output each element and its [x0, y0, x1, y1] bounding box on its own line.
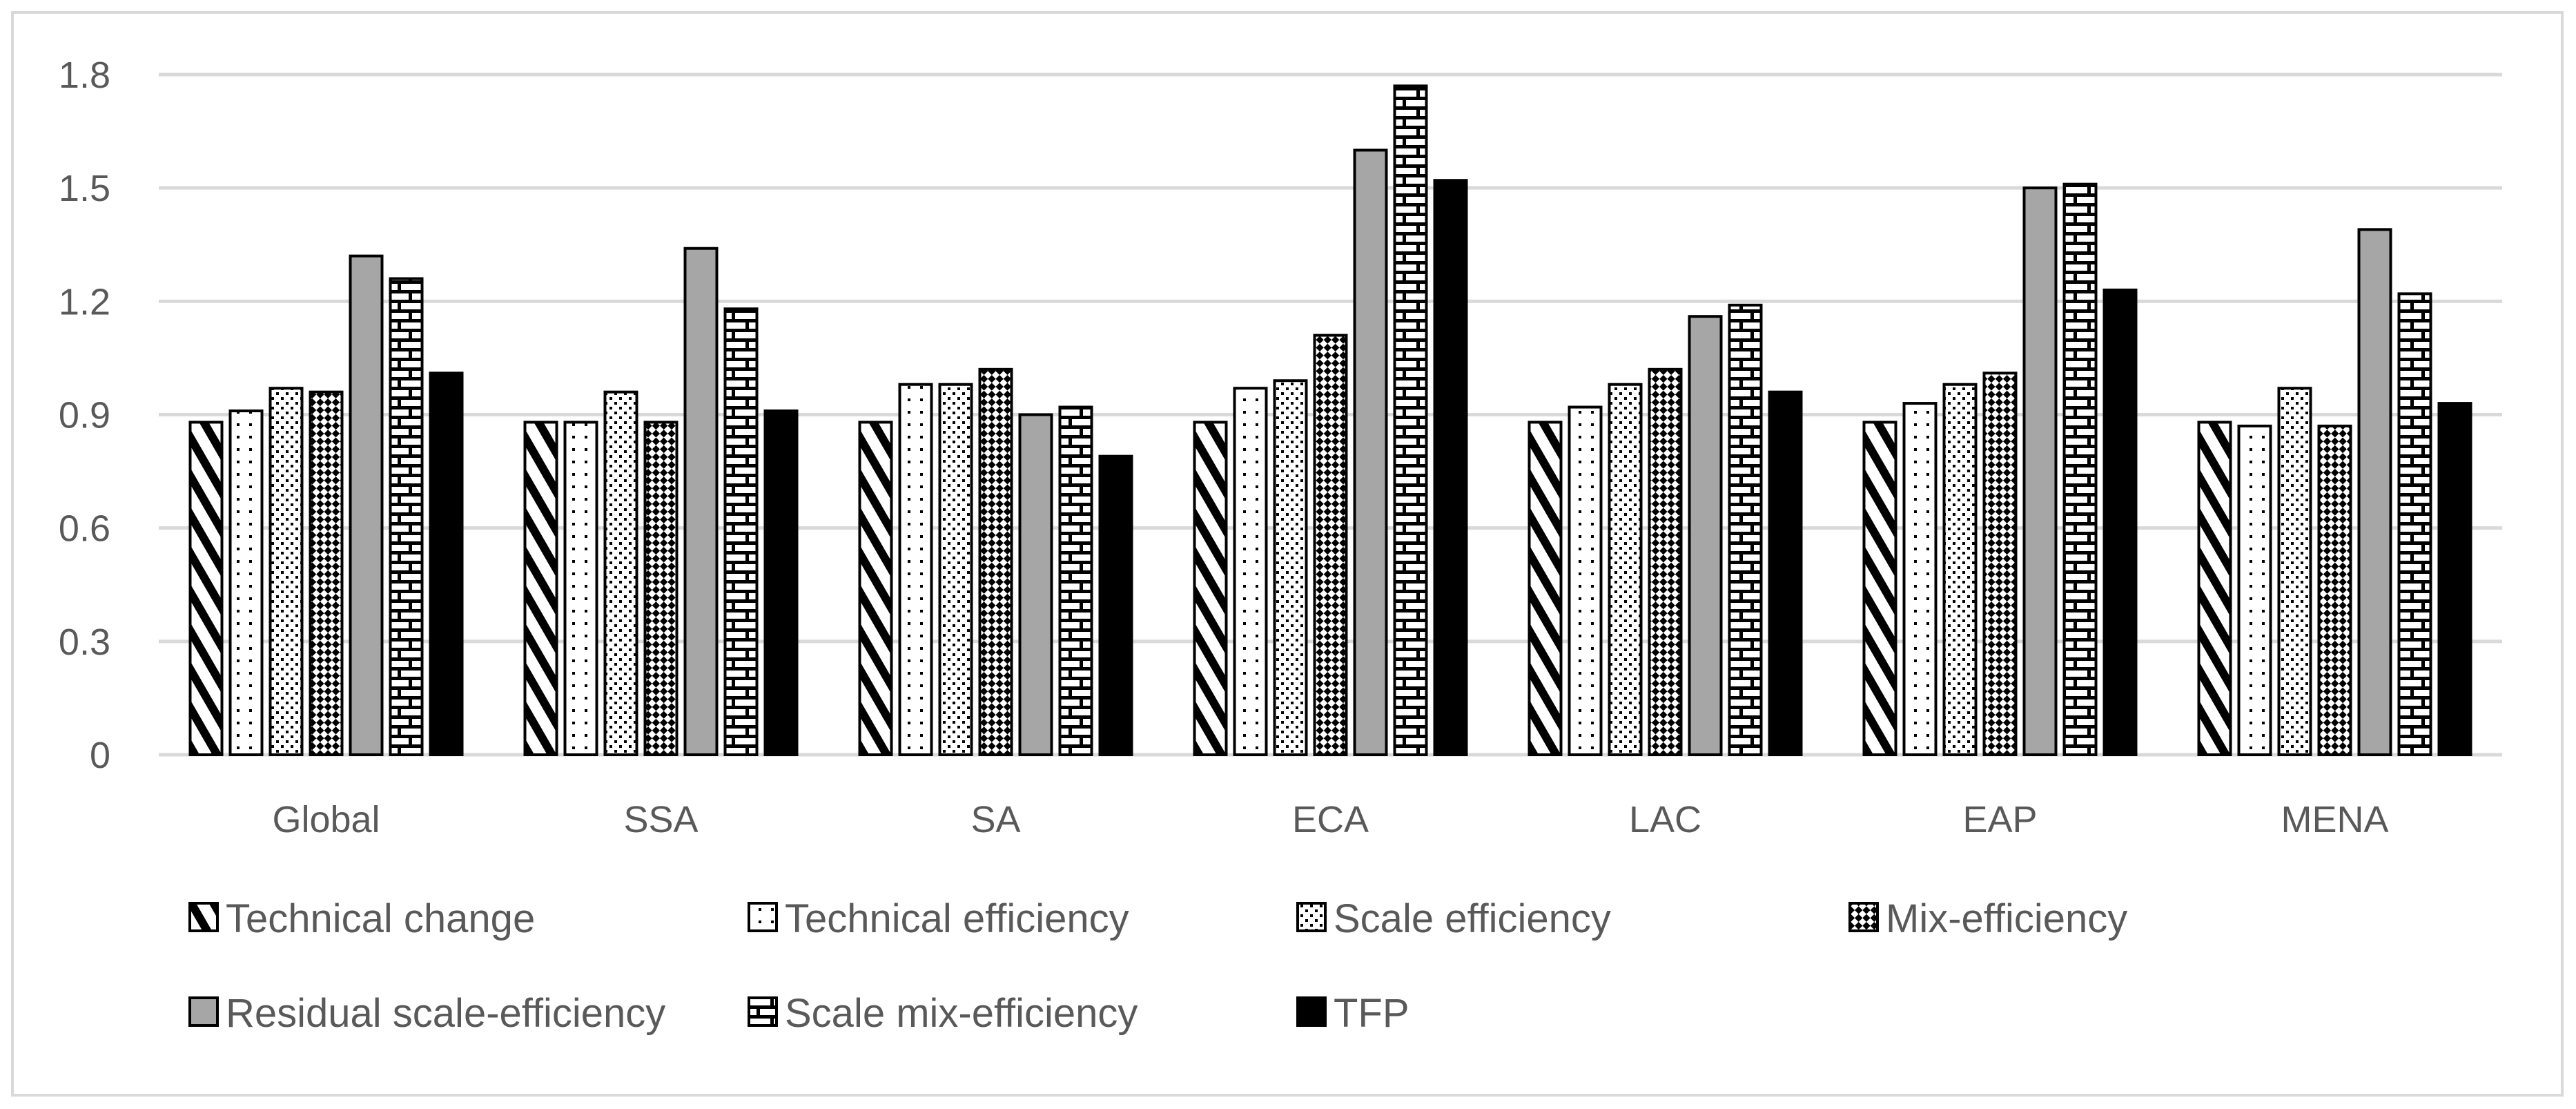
bar-mix-efficiency-sa [978, 367, 1013, 756]
bar-mix-efficiency-eap [1982, 372, 2018, 756]
bar-technical-efficiency-mena [2237, 424, 2272, 757]
bar-tfp-eap [2102, 288, 2138, 756]
bar-technical-efficiency-eca [1233, 387, 1268, 756]
bar-scale-efficiency-lac [1608, 383, 1643, 756]
y-tick-label: 1.5 [59, 168, 110, 209]
y-tick-label: 1.2 [59, 281, 110, 322]
bar-scale-mix-efficiency-sa [1058, 405, 1093, 756]
y-tick-label: 0 [90, 735, 110, 776]
x-tick-label: Global [272, 799, 380, 840]
x-tick-label: SSA [623, 799, 698, 840]
bar-mix-efficiency-eca [1313, 334, 1348, 757]
x-tick-label: SA [970, 799, 1020, 840]
bar-residual-scale-efficiency-sa [1018, 413, 1053, 756]
bar-residual-scale-efficiency-global [349, 254, 384, 756]
legend: Technical change Technical efficiency Scal… [188, 896, 2127, 1036]
x-tick-label: LAC [1629, 799, 1701, 840]
bar-mix-efficiency-mena [2317, 424, 2352, 757]
bar-residual-scale-efficiency-ssa [683, 247, 719, 756]
bar-residual-scale-efficiency-eca [1353, 148, 1388, 756]
bar-technical-change-eap [1862, 421, 1897, 756]
bar-technical-change-mena [2197, 421, 2232, 756]
x-tick-label: EAP [1962, 799, 2037, 840]
bar-tfp-ssa [763, 409, 799, 756]
bar-scale-efficiency-eap [1942, 383, 1978, 756]
legend-label: Technical change [226, 896, 535, 941]
bar-scale-mix-efficiency-global [389, 277, 424, 756]
bar-technical-change-sa [858, 421, 893, 756]
bar-tfp-global [429, 372, 464, 756]
bar-tfp-eca [1433, 179, 1468, 756]
bar-technical-change-ssa [523, 421, 558, 756]
bar-scale-efficiency-eca [1273, 379, 1308, 756]
y-tick-label: 1.8 [59, 55, 110, 96]
y-tick-label: 0.3 [59, 621, 110, 663]
bar-scale-efficiency-mena [2277, 387, 2312, 756]
bar-scale-mix-efficiency-eca [1393, 84, 1428, 756]
legend-label: Technical efficiency [785, 896, 1129, 941]
bar-residual-scale-efficiency-eap [2022, 186, 2058, 756]
legend-label: Residual scale-efficiency [226, 991, 665, 1036]
bar-mix-efficiency-ssa [643, 421, 679, 756]
legend-label: Mix-efficiency [1886, 896, 2127, 941]
bar-technical-change-lac [1528, 421, 1563, 756]
bar-mix-efficiency-global [309, 390, 344, 756]
legend-swatch [1848, 902, 1879, 932]
legend-label: Scale efficiency [1334, 896, 1611, 941]
bar-tfp-sa [1098, 454, 1133, 756]
bar-residual-scale-efficiency-mena [2357, 228, 2392, 757]
y-axis-tick-labels: 0 0.3 0.6 0.9 1.2 1.5 1.8 [59, 55, 110, 776]
y-tick-label: 0.6 [59, 508, 110, 550]
bar-scale-mix-efficiency-lac [1728, 303, 1763, 756]
bar-technical-efficiency-eap [1902, 402, 1938, 756]
bar-scale-efficiency-sa [938, 383, 973, 756]
bar-residual-scale-efficiency-lac [1688, 315, 1723, 756]
y-tick-label: 0.9 [59, 395, 110, 436]
bar-scale-efficiency-global [269, 387, 304, 756]
bars [188, 84, 2472, 757]
legend-label: Scale mix-efficiency [785, 991, 1138, 1036]
bar-scale-efficiency-ssa [603, 390, 638, 756]
x-tick-label: ECA [1292, 799, 1369, 840]
bar-technical-change-global [188, 421, 224, 756]
legend-swatch [188, 996, 219, 1027]
bar-technical-efficiency-sa [898, 383, 933, 756]
legend-swatch [748, 902, 778, 932]
x-tick-label: MENA [2281, 799, 2388, 840]
bar-technical-efficiency-global [228, 409, 264, 756]
legend-swatch [1296, 902, 1327, 932]
bar-technical-efficiency-ssa [563, 421, 598, 756]
bar-technical-change-eca [1193, 421, 1228, 756]
bar-mix-efficiency-lac [1648, 367, 1683, 756]
bar-technical-efficiency-lac [1568, 405, 1603, 756]
legend-label: TFP [1334, 991, 1409, 1036]
bar-tfp-mena [2437, 402, 2472, 756]
legend-swatch [188, 902, 219, 932]
x-axis-tick-labels: Global SSA SA ECA LAC EAP MENA [272, 799, 2388, 840]
bar-scale-mix-efficiency-ssa [723, 307, 759, 756]
bar-scale-mix-efficiency-eap [2062, 182, 2098, 756]
bar-tfp-lac [1768, 390, 1803, 756]
bar-scale-mix-efficiency-mena [2397, 292, 2432, 756]
legend-swatch [748, 996, 778, 1027]
legend-swatch [1296, 996, 1327, 1027]
